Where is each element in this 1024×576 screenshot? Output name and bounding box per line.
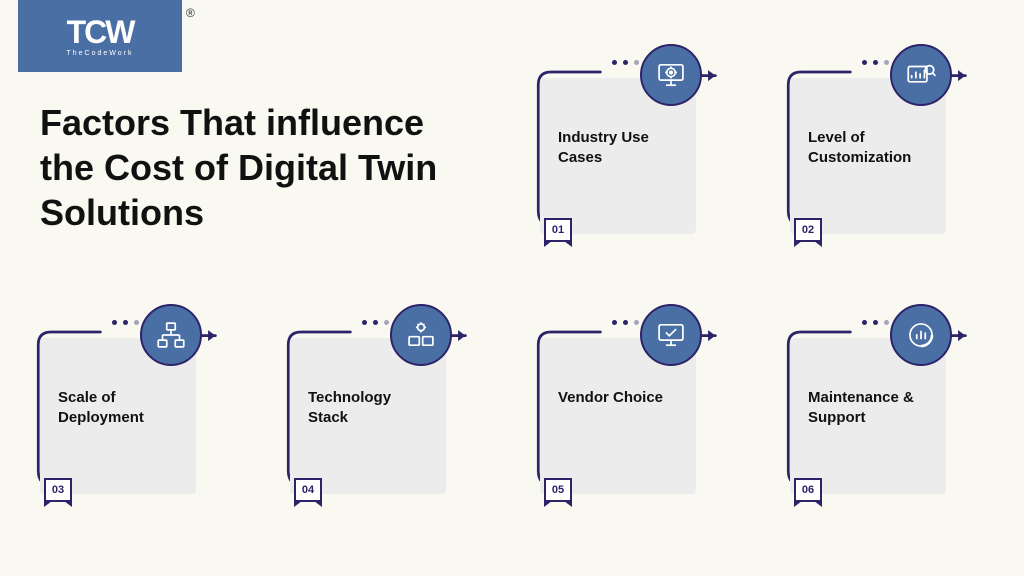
card-number-badge: 02 xyxy=(794,218,822,242)
factor-card: Technology Stack 04 xyxy=(270,300,480,510)
card-label: Scale of Deployment xyxy=(58,388,180,427)
chart-search-icon xyxy=(890,44,952,106)
card-label: Level of Customization xyxy=(808,128,930,167)
card-number-badge: 01 xyxy=(544,218,572,242)
decorative-dots xyxy=(362,320,389,325)
decorative-dots xyxy=(862,60,889,65)
brand-logo: TCW TheCodeWork xyxy=(18,0,182,72)
decorative-dots xyxy=(862,320,889,325)
gear-boxes-icon xyxy=(390,304,452,366)
factor-card: Vendor Choice 05 xyxy=(520,300,730,510)
card-number-badge: 04 xyxy=(294,478,322,502)
card-label: Vendor Choice xyxy=(558,388,680,408)
monitor-check-icon xyxy=(640,304,702,366)
factor-card: Maintenance & Support 06 xyxy=(770,300,980,510)
hierarchy-icon xyxy=(140,304,202,366)
card-number-badge: 05 xyxy=(544,478,572,502)
card-number-badge: 06 xyxy=(794,478,822,502)
monitor-gear-icon xyxy=(640,44,702,106)
decorative-dots xyxy=(612,60,639,65)
card-number-badge: 03 xyxy=(44,478,72,502)
circle-bars-icon xyxy=(890,304,952,366)
decorative-dots xyxy=(112,320,139,325)
factor-card: Industry Use Cases 01 xyxy=(520,40,730,250)
card-label: Maintenance & Support xyxy=(808,388,930,427)
brand-mark: TCW xyxy=(67,16,134,48)
registered-mark: ® xyxy=(186,6,195,20)
factor-card: Scale of Deployment 03 xyxy=(20,300,230,510)
factor-card: Level of Customization 02 xyxy=(770,40,980,250)
decorative-dots xyxy=(612,320,639,325)
brand-sub: TheCodeWork xyxy=(66,50,133,57)
page-title: Factors That influence the Cost of Digit… xyxy=(40,100,480,235)
card-label: Technology Stack xyxy=(308,388,430,427)
card-label: Industry Use Cases xyxy=(558,128,680,167)
